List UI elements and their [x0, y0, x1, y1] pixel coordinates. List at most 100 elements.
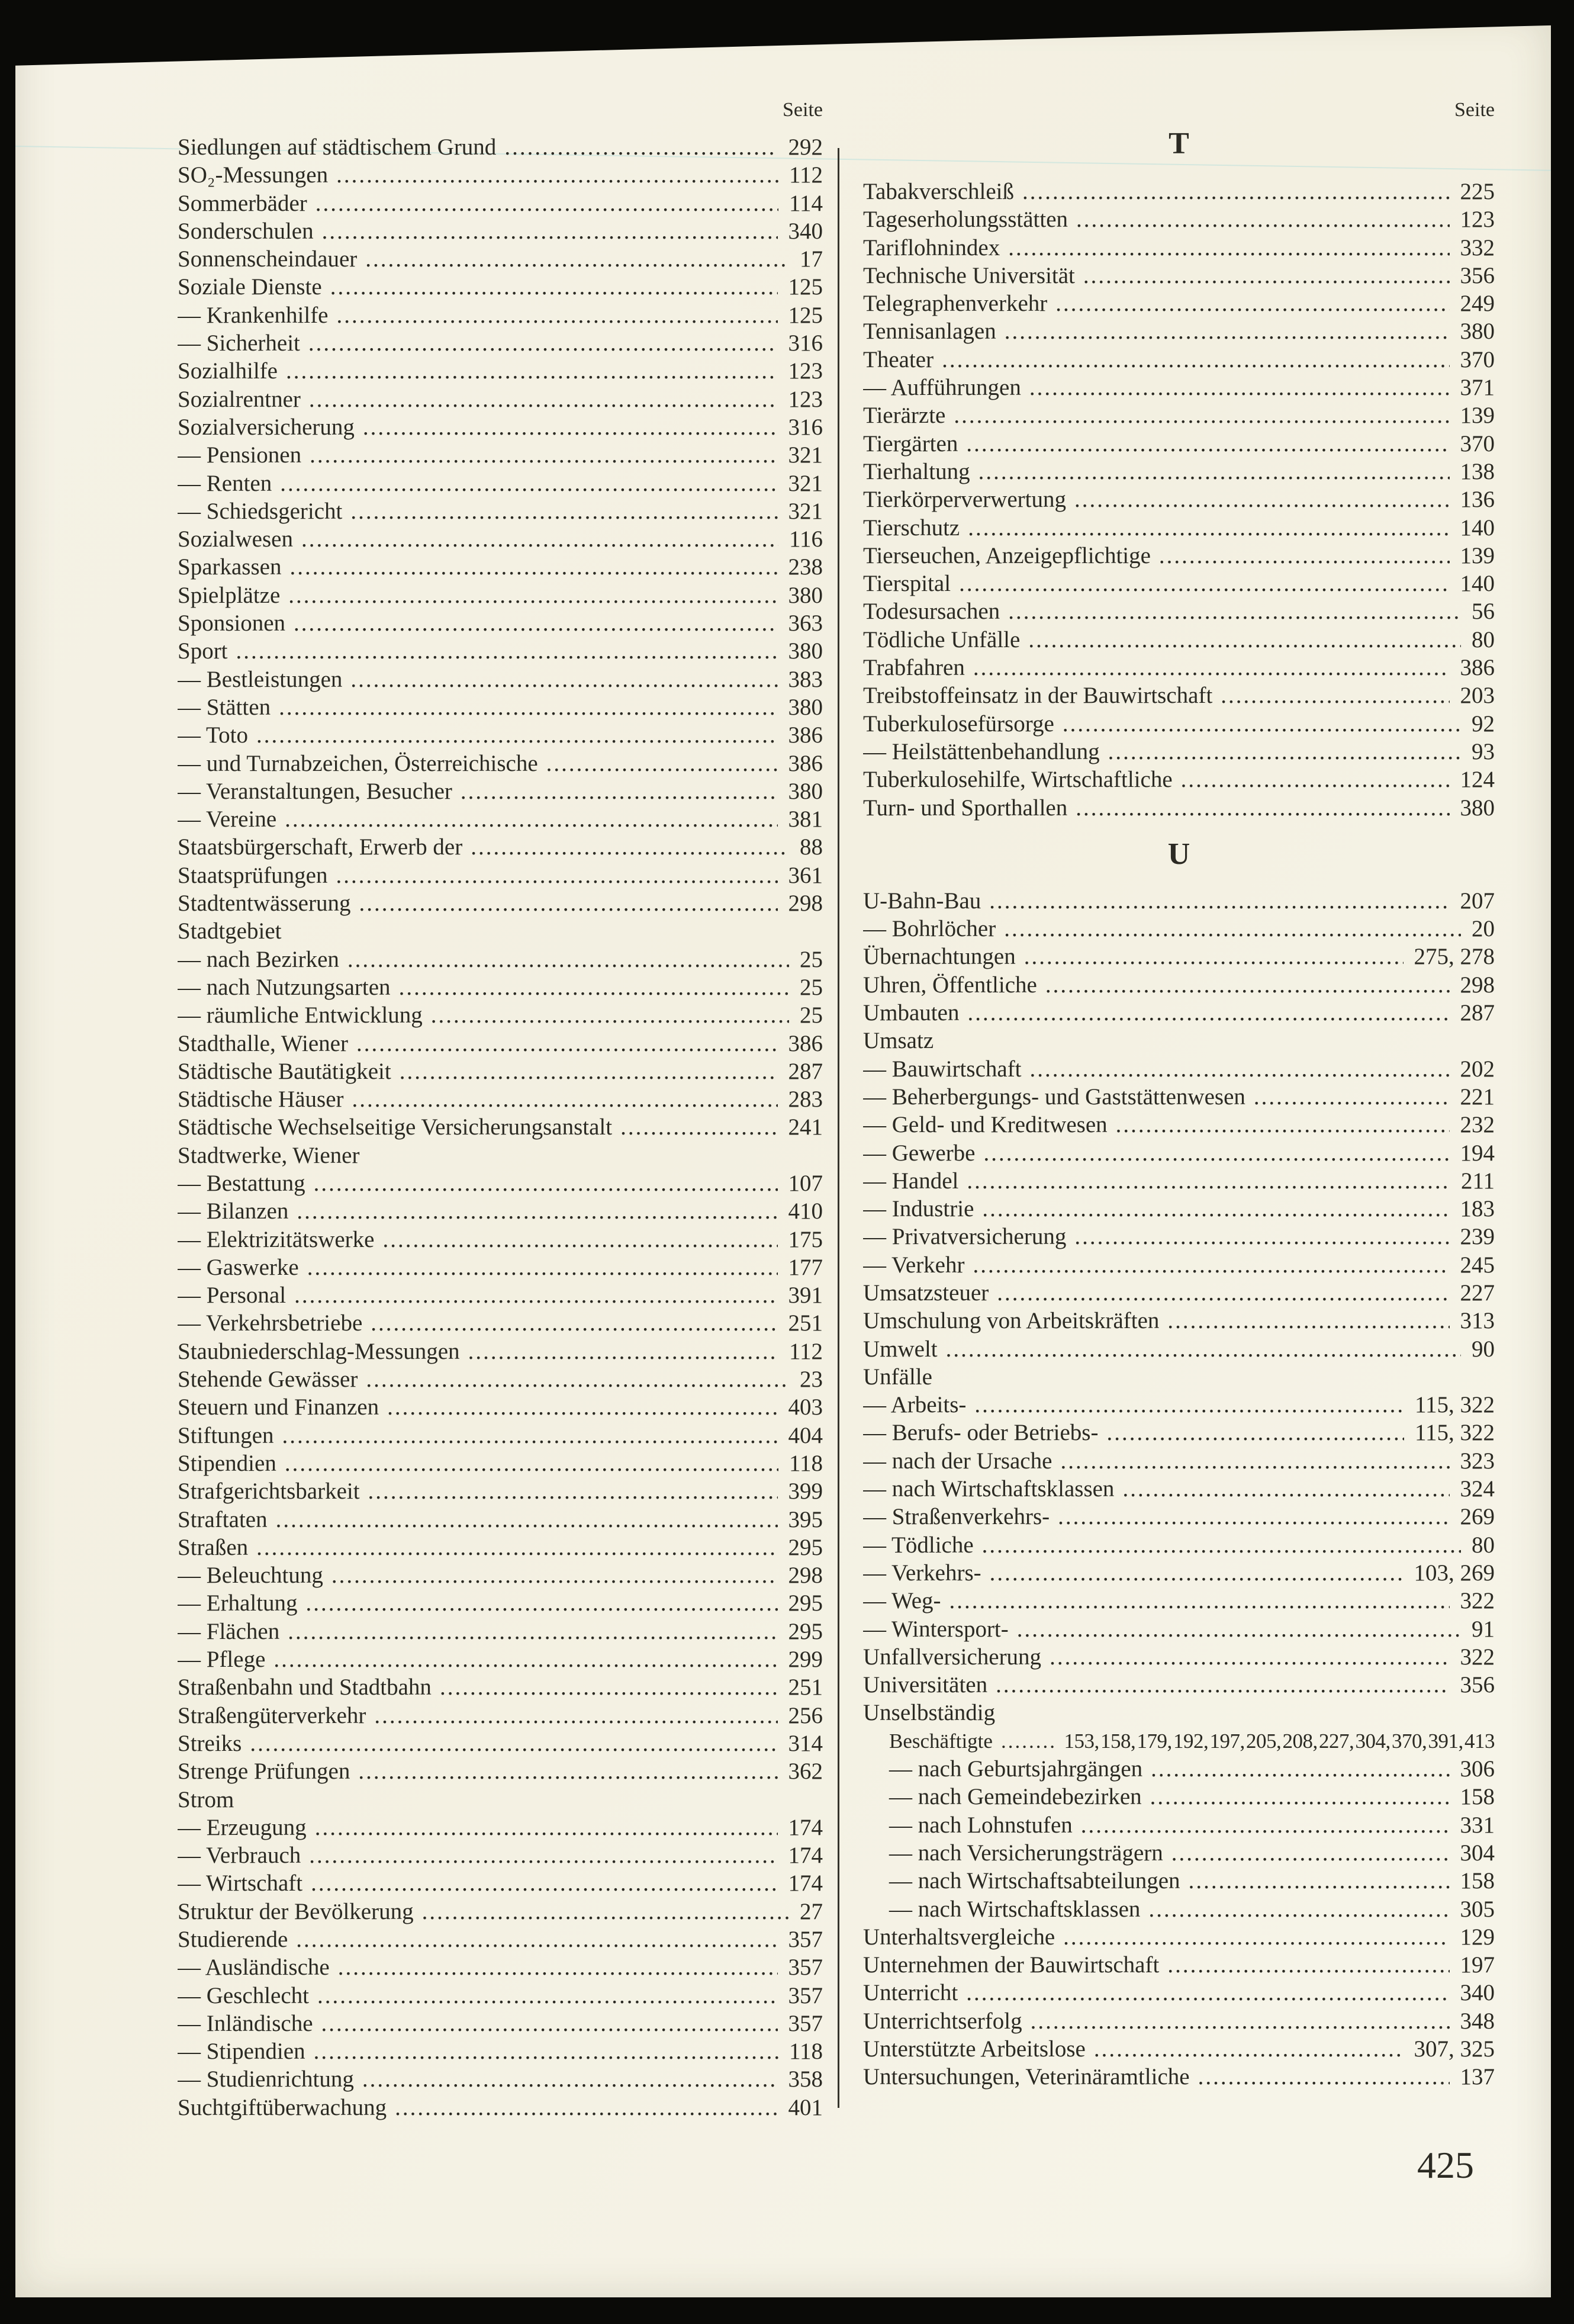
entry-label: Straßen: [178, 1534, 249, 1560]
entry-page-number: 123: [1460, 207, 1495, 233]
entry-label: — Erhaltung: [178, 1590, 298, 1616]
entry-label: Unterhaltsvergleiche: [863, 1924, 1055, 1950]
entry-page-number: 361: [788, 862, 823, 888]
entry-page-number: 313: [1460, 1308, 1495, 1334]
dot-leader: ........................................…: [1188, 1868, 1450, 1894]
entry-label: Straßenbahn und Stadtbahn: [178, 1674, 432, 1701]
dot-leader: ........................................…: [974, 1392, 1404, 1418]
entry-label: Tierseuchen, Anzeigepflichtige: [863, 542, 1151, 568]
dot-leader: ........................................…: [1093, 2036, 1404, 2062]
entry-page-number: 298: [788, 1563, 823, 1589]
entry-page-number: 93: [1472, 738, 1495, 764]
dot-leader: ........................................…: [967, 1168, 1450, 1194]
dot-leader: ........................................…: [460, 778, 778, 804]
dot-leader: ........................................…: [374, 1702, 777, 1728]
index-entry-row: Tödliche Unfälle........................…: [863, 626, 1495, 654]
entry-page-number: 380: [788, 638, 823, 664]
index-entry-row: Stadthalle, Wiener......................…: [178, 1030, 823, 1057]
entry-label: Unfallversicherung: [863, 1644, 1042, 1670]
entry-label: Städtische Wechselseitige Versicherungsa…: [178, 1114, 613, 1140]
dot-leader: ........................................…: [284, 1450, 778, 1476]
dot-leader: ........................................…: [301, 526, 778, 552]
dot-leader: ........................................…: [366, 1367, 789, 1393]
entry-page-number: 177: [788, 1254, 823, 1280]
index-entry-row: Tierhaltung.............................…: [863, 458, 1495, 486]
index-entry-row: — Erzeugung.............................…: [178, 1814, 823, 1841]
dot-leader: ........................................…: [430, 1002, 789, 1028]
entry-label: — und Turnabzeichen, Österreichische: [178, 750, 538, 776]
entry-page-number: 356: [1460, 262, 1495, 288]
entry-label: Untersuchungen, Veterinäramtliche: [863, 2064, 1190, 2090]
entry-label: Tuberkulosefürsorge: [863, 711, 1054, 737]
index-entry-row: Sonderschulen...........................…: [178, 217, 823, 245]
entry-label: Tuberkulosehilfe, Wirtschaftliche: [863, 767, 1173, 793]
index-entry-row: — Vereine...............................…: [178, 805, 823, 833]
entry-page-number: 322: [1460, 1588, 1495, 1614]
entry-label: Treibstoffeinsatz in der Bauwirtschaft: [863, 683, 1213, 709]
index-entry-row: Sozialwesen.............................…: [178, 525, 823, 553]
index-entry-row: — Aufführungen..........................…: [863, 374, 1495, 401]
index-entry-row: — Heilstättenbehandlung.................…: [863, 738, 1495, 766]
index-entry-row: Stadtentwässerung.......................…: [178, 889, 823, 917]
entry-page-number: 123: [788, 358, 823, 384]
entry-label: — Personal: [178, 1282, 287, 1309]
index-entry-row: Übernachtungen..........................…: [863, 943, 1495, 970]
entry-page-number: 197: [1460, 1952, 1495, 1978]
entry-label: Stadtentwässerung: [178, 891, 351, 917]
entry-label: — Gewerbe: [863, 1140, 976, 1166]
entry-page-number: 125: [788, 274, 823, 300]
dot-leader: ........................................…: [945, 1336, 1461, 1362]
index-group-heading-row: Stadtwerke, Wiener: [178, 1142, 823, 1169]
entry-page-number: 386: [1460, 655, 1495, 681]
entry-page-number: 275, 278: [1414, 944, 1495, 970]
entry-label: — Flächen: [178, 1618, 280, 1644]
index-entry-row: Suchtgiftüberwachung....................…: [178, 2094, 823, 2122]
entry-page-number: 17: [800, 246, 823, 272]
entry-page-number: 331: [1460, 1812, 1495, 1838]
entry-label: — nach Nutzungsarten: [178, 974, 391, 1000]
entry-label: Unterricht: [863, 1980, 958, 2006]
dot-leader: ........................................…: [1008, 234, 1449, 261]
dot-leader: ........................................…: [954, 403, 1449, 429]
dot-leader: ........................................…: [1055, 291, 1449, 317]
index-entry-row: Unterricht..............................…: [863, 1979, 1495, 2007]
index-entry-row: Städtische Bautätigkeit.................…: [178, 1057, 823, 1085]
entry-label: — Aufführungen: [863, 375, 1021, 401]
dot-leader: ........................................…: [288, 582, 778, 608]
index-entry-row: — nach Lohnstufen.......................…: [863, 1811, 1495, 1839]
entry-label: — Verkehrsbetriebe: [178, 1310, 363, 1336]
index-entry-row: Strenge Prüfungen.......................…: [178, 1757, 823, 1785]
entry-page-number: 371: [1460, 375, 1495, 401]
entry-page-number: 380: [788, 694, 823, 720]
entry-page-number: 395: [788, 1506, 823, 1532]
index-entry-row: Umsatzsteuer............................…: [863, 1279, 1495, 1307]
index-entry-row: Uhren, Öffentliche......................…: [863, 971, 1495, 999]
dot-leader: ........................................…: [1083, 262, 1450, 288]
entry-page-number: 332: [1460, 234, 1495, 261]
index-entry-row: Städtische Wechselseitige Versicherungsa…: [178, 1113, 823, 1141]
entry-label: Städtische Bautätigkeit: [178, 1058, 391, 1084]
entry-page-number: 403: [788, 1394, 823, 1420]
index-group-heading-row: Stadtgebiet: [178, 917, 823, 945]
entry-label: Siedlungen auf städtischem Grund: [178, 134, 497, 160]
entry-page-number: 238: [788, 554, 823, 580]
entry-page-number: 249: [1460, 291, 1495, 317]
entry-label: — nach Lohnstufen: [889, 1812, 1073, 1838]
entry-label: Unfälle: [863, 1364, 932, 1390]
entry-page-number: 174: [788, 1843, 823, 1869]
dot-leader: ........................................…: [1030, 2008, 1450, 2034]
index-entry-row: — Studienrichtung.......................…: [178, 2065, 823, 2093]
index-entry-row: Theater.................................…: [863, 346, 1495, 374]
dot-leader: ........................................…: [989, 1560, 1404, 1586]
entry-label: Turn- und Sporthallen: [863, 795, 1068, 821]
entry-page-number: 112: [788, 162, 823, 188]
index-entry-row: Sozialrentner...........................…: [178, 385, 823, 413]
entry-page-number: 357: [788, 1982, 823, 2008]
index-entry-row: — nach Nutzungsarten....................…: [178, 973, 823, 1001]
dot-leader: ........................................…: [471, 834, 789, 860]
entry-page-number: 118: [788, 2039, 823, 2065]
index-entry-row: — Pensionen.............................…: [178, 441, 823, 469]
entry-page-number: 380: [788, 778, 823, 804]
entry-page-number: 404: [788, 1422, 823, 1448]
entry-label: — Krankenhilfe: [178, 302, 329, 328]
